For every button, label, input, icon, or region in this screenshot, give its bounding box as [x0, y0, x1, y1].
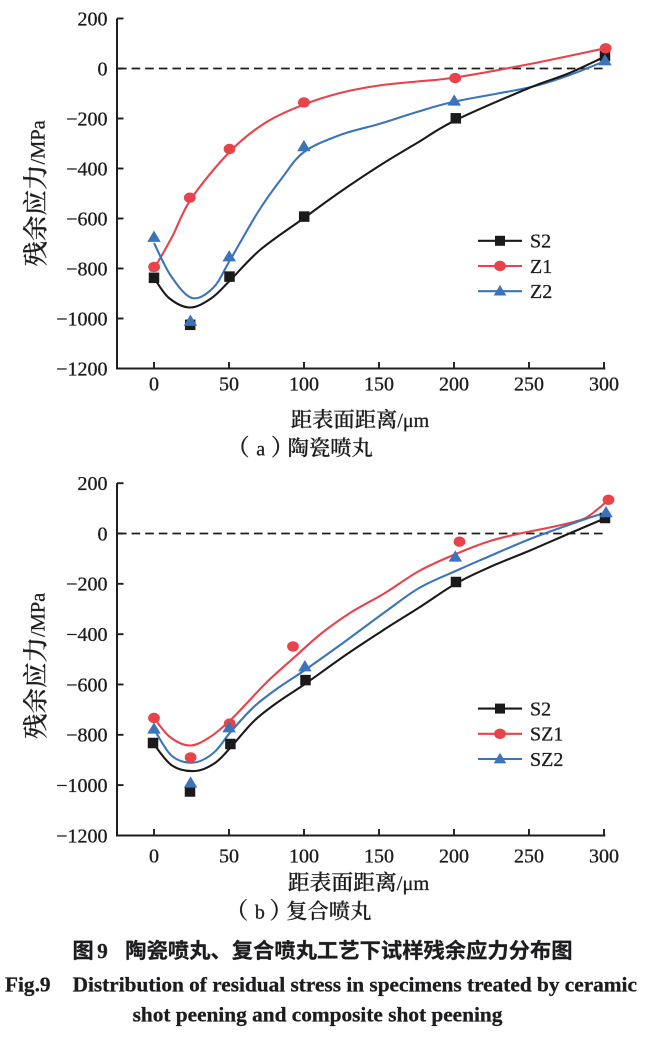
svg-text:Z1: Z1 — [530, 256, 552, 278]
svg-text:150: 150 — [364, 374, 394, 396]
svg-text:−800: −800 — [66, 258, 107, 280]
svg-text:200: 200 — [78, 8, 108, 30]
svg-text:0: 0 — [98, 523, 108, 545]
svg-text:shot peening and composite sho: shot peening and composite shot peening — [133, 1002, 503, 1026]
svg-text:150: 150 — [364, 845, 394, 867]
svg-text:−1200: −1200 — [56, 825, 107, 847]
svg-text:−1200: −1200 — [56, 358, 107, 380]
svg-text:Distribution of residual stres: Distribution of residual stress in speci… — [73, 972, 637, 996]
svg-text:200: 200 — [439, 374, 469, 396]
svg-text:250: 250 — [514, 845, 544, 867]
svg-text:100: 100 — [289, 845, 319, 867]
svg-text:250: 250 — [514, 374, 544, 396]
svg-text:50: 50 — [219, 845, 239, 867]
svg-text:300: 300 — [589, 845, 619, 867]
svg-text:200: 200 — [78, 473, 108, 495]
svg-text:−400: −400 — [66, 158, 107, 180]
svg-text:−200: −200 — [66, 574, 107, 596]
svg-text:SZ1: SZ1 — [530, 724, 563, 746]
svg-text:100: 100 — [289, 374, 319, 396]
svg-text:−800: −800 — [66, 725, 107, 747]
svg-text:0: 0 — [149, 845, 159, 867]
svg-text:Fig.9: Fig.9 — [5, 972, 51, 996]
svg-text:−400: −400 — [66, 624, 107, 646]
svg-text:50: 50 — [219, 374, 239, 396]
svg-text:−600: −600 — [66, 208, 107, 230]
svg-text:−1000: −1000 — [56, 308, 107, 330]
svg-text:200: 200 — [439, 845, 469, 867]
svg-text:−200: −200 — [66, 108, 107, 130]
svg-text:−600: −600 — [66, 674, 107, 696]
svg-text:SZ2: SZ2 — [530, 749, 563, 771]
svg-text:S2: S2 — [530, 699, 551, 721]
svg-text:Z2: Z2 — [530, 281, 552, 303]
svg-text:300: 300 — [589, 374, 619, 396]
svg-text:−1000: −1000 — [56, 775, 107, 797]
svg-text:0: 0 — [98, 58, 108, 80]
svg-text:S2: S2 — [530, 231, 551, 253]
svg-text:0: 0 — [149, 374, 159, 396]
